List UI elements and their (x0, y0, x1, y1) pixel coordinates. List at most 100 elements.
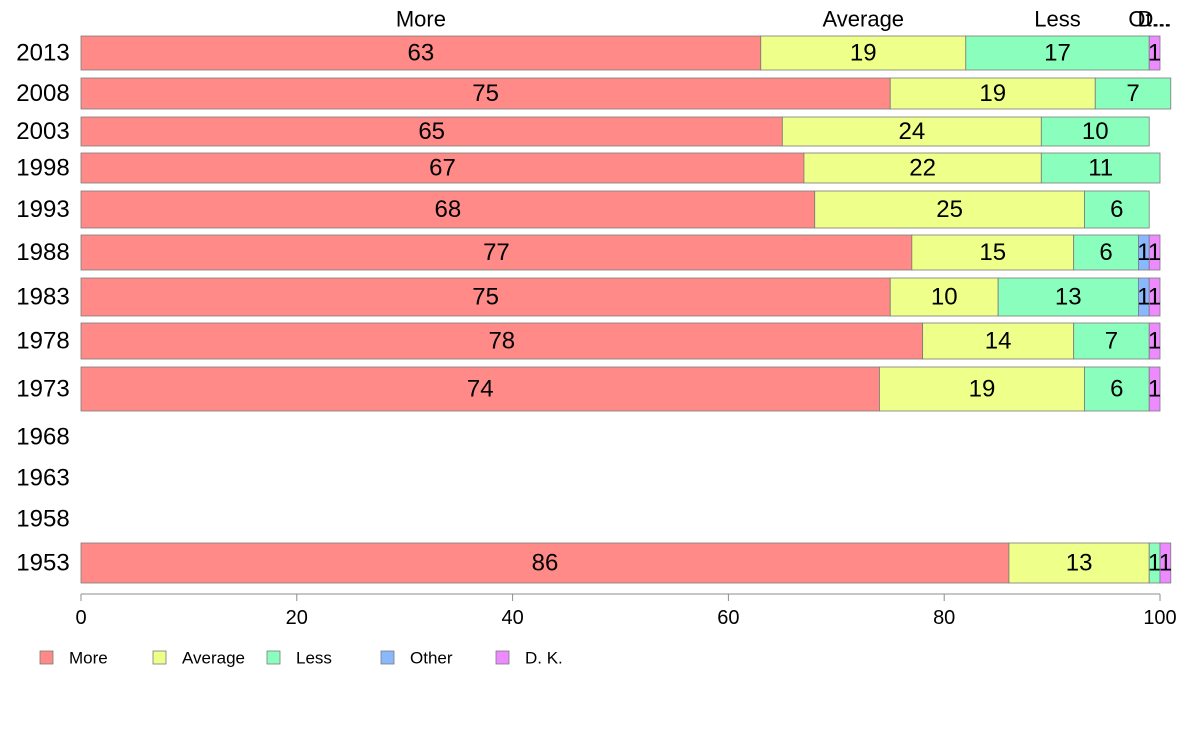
legend-swatch (39, 650, 54, 665)
data-label-1983-other: 1 (1137, 284, 1150, 311)
data-label-1983-more: 75 (472, 284, 499, 311)
data-label-1953-more: 86 (532, 550, 559, 577)
legend-label: Average (182, 649, 245, 668)
data-label-2013-more: 63 (408, 40, 435, 67)
bar-segment-1973-more (80, 366, 880, 412)
data-label-1983-d-k-: 1 (1148, 284, 1161, 311)
data-label-1978-more: 78 (488, 328, 515, 355)
bar-segment-1978-d-k- (1148, 322, 1161, 360)
x-axis: 0 20 40 60 80 100 (75, 593, 1177, 629)
bar-segment-1978-less (1073, 322, 1150, 360)
legend: More Average Less Other D. K. (39, 649, 563, 668)
data-label-1973-more: 74 (467, 376, 494, 403)
data-label-2013-less: 17 (1044, 40, 1071, 67)
data-label-2003-less: 10 (1082, 118, 1109, 145)
bar-segment-2013-less (965, 35, 1150, 71)
bar-segment-1993-less (1084, 190, 1150, 229)
bar-segment-2013-more (80, 35, 762, 71)
bar-segment-1983-more (80, 277, 891, 317)
bar-segment-2003-more (80, 116, 783, 147)
year-label-1988: 1988 (16, 239, 69, 266)
year-label-1958: 1958 (16, 506, 69, 533)
year-label-1983: 1983 (16, 284, 69, 311)
column-header-labels: More Average Less Ot...D... (396, 7, 1172, 32)
data-label-1988-less: 6 (1099, 239, 1112, 266)
bar-segment-2008-average (889, 77, 1096, 110)
bar-segment-1993-average (814, 190, 1085, 229)
data-label-1983-average: 10 (931, 284, 958, 311)
legend-item-d-k-: D. K. (495, 649, 563, 668)
bar-segment-1953-d-k- (1159, 542, 1172, 584)
data-label-1988-average: 15 (979, 239, 1006, 266)
data-label-1988-more: 77 (483, 239, 510, 266)
bar-segment-2013-average (760, 35, 967, 71)
bar-segment-1983-less (997, 277, 1139, 317)
column-header-d-k-: D... (1137, 7, 1171, 32)
data-label-1978-d-k-: 1 (1148, 328, 1161, 355)
data-label-1953-less: 1 (1148, 550, 1161, 577)
bar-segment-1953-average (1008, 542, 1150, 584)
data-label-1978-less: 7 (1105, 328, 1118, 355)
column-header-other: Ot... (1128, 7, 1170, 32)
legend-swatch (380, 650, 395, 665)
legend-swatch (152, 650, 167, 665)
column-header-average: Average (823, 7, 905, 32)
x-tick-label-0: 0 (75, 607, 86, 629)
bar-segment-1973-d-k- (1148, 366, 1161, 412)
data-label-2013-average: 19 (850, 40, 877, 67)
year-label-2008: 2008 (16, 80, 69, 107)
column-header-more: More (396, 7, 446, 32)
x-tick-label-20: 20 (286, 607, 308, 629)
bar-segment-1998-average (803, 152, 1042, 184)
bar-segment-1978-more (80, 322, 924, 360)
legend-label: More (69, 649, 108, 668)
data-label-1988-other: 1 (1137, 239, 1150, 266)
year-label-1973: 1973 (16, 376, 69, 403)
bar-segment-1973-average (879, 366, 1085, 412)
data-label-2008-less: 7 (1126, 80, 1139, 107)
legend-item-less: Less (266, 649, 332, 668)
year-label-1953: 1953 (16, 550, 69, 577)
bar-segment-1998-more (80, 152, 805, 184)
x-tick-label-60: 60 (717, 607, 739, 629)
bar-segment-2008-less (1094, 77, 1172, 110)
legend-swatch (266, 650, 281, 665)
bar-segment-2003-less (1040, 116, 1150, 147)
bar-segment-2003-average (781, 116, 1042, 147)
legend-item-more: More (39, 649, 108, 668)
year-label-1978: 1978 (16, 328, 69, 355)
data-label-1983-less: 13 (1055, 284, 1082, 311)
data-label-2013-d-k-: 1 (1148, 40, 1161, 67)
x-tick-label-80: 80 (933, 607, 955, 629)
data-label-1978-average: 14 (985, 328, 1012, 355)
year-labels: 2013 2008 2003 1998 1993 1988 1983 1978 1973 1968… (16, 40, 69, 577)
data-label-1998-less: 11 (1088, 155, 1113, 182)
data-label-1973-average: 19 (969, 376, 996, 403)
legend-label: Less (296, 649, 332, 668)
data-label-1973-less: 6 (1110, 376, 1123, 403)
data-label-1993-average: 25 (936, 196, 963, 223)
data-label-1973-d-k-: 1 (1148, 376, 1161, 403)
legend-item-other: Other (380, 649, 453, 668)
legend-item-average: Average (152, 649, 245, 668)
data-label-1993-less: 6 (1110, 196, 1123, 223)
data-label-1993-more: 68 (435, 196, 462, 223)
data-label-1953-d-k-: 1 (1159, 550, 1172, 577)
data-label-2008-average: 19 (979, 80, 1006, 107)
bar-segment-1983-d-k- (1148, 277, 1161, 317)
x-tick-label-40: 40 (501, 607, 523, 629)
legend-swatch (495, 650, 510, 665)
year-label-1963: 1963 (16, 465, 69, 492)
bar-segment-2008-more (80, 77, 891, 110)
data-label-1953-average: 13 (1066, 550, 1093, 577)
bar-segment-1988-d-k- (1148, 234, 1161, 271)
data-label-2003-more: 65 (418, 118, 445, 145)
bar-segment-1998-less (1040, 152, 1161, 184)
year-label-2003: 2003 (16, 118, 69, 145)
bar-segment-1988-more (80, 234, 913, 271)
legend-label: Other (410, 649, 453, 668)
year-label-1968: 1968 (16, 424, 69, 451)
legend-label: D. K. (525, 649, 563, 668)
bar-segment-1988-less (1073, 234, 1139, 271)
